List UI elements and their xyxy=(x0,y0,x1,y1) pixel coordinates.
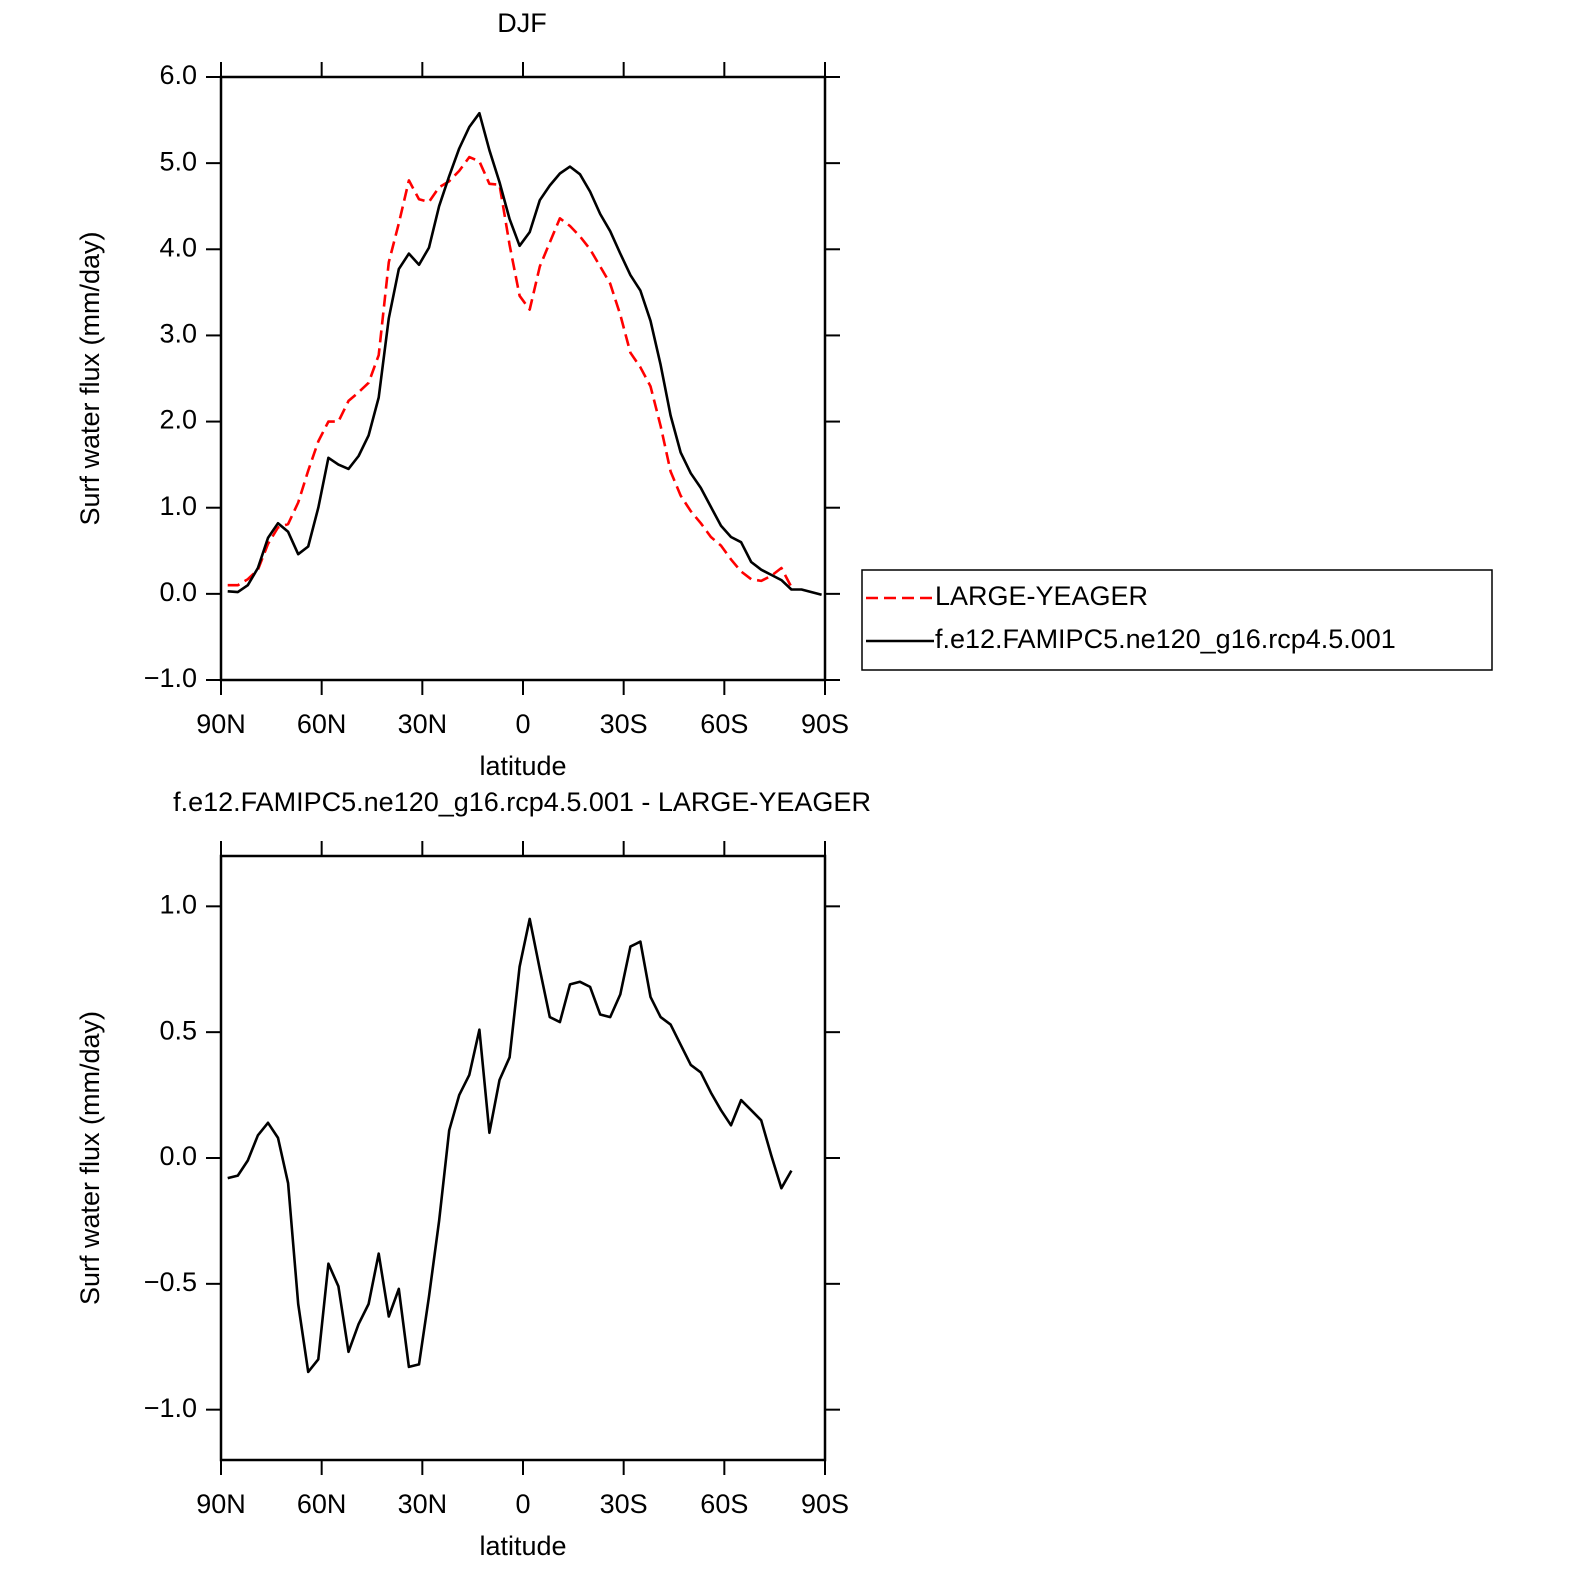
y-tick-label: 6.0 xyxy=(159,60,197,90)
legend-box xyxy=(861,569,1493,671)
plot-frame xyxy=(219,75,827,682)
y-tick-label: 3.0 xyxy=(159,319,197,349)
x-tick-label: 30S xyxy=(600,1489,648,1519)
x-tick-label: 90S xyxy=(801,1489,849,1519)
y-tick-label: 2.0 xyxy=(159,405,197,435)
legend-label: f.e12.FAMIPC5.ne120_g16.rcp4.5.001 xyxy=(935,624,1396,654)
x-tick-label: 60S xyxy=(700,1489,748,1519)
y-axis-label: Surf water flux (mm/day) xyxy=(75,1011,105,1305)
y-tick-label: 1.0 xyxy=(159,491,197,521)
data-line xyxy=(227,155,793,588)
chart-title: DJF xyxy=(497,8,547,38)
y-tick-label: −1.0 xyxy=(144,663,197,693)
y-tick-label: −0.5 xyxy=(144,1267,197,1297)
x-tick-label: 60S xyxy=(700,709,748,739)
y-tick-label: 1.0 xyxy=(159,889,197,919)
legend-label: LARGE-YEAGER xyxy=(935,581,1148,611)
x-axis-label: latitude xyxy=(479,1531,566,1561)
plot-frame xyxy=(219,854,827,1462)
y-tick-label: 5.0 xyxy=(159,146,197,176)
y-tick-label: 0.5 xyxy=(159,1015,197,1045)
x-tick-label: 90S xyxy=(801,709,849,739)
x-tick-label: 60N xyxy=(297,709,347,739)
chart-title: f.e12.FAMIPC5.ne120_g16.rcp4.5.001 - LAR… xyxy=(173,787,871,817)
x-tick-label: 0 xyxy=(515,709,530,739)
y-tick-label: 4.0 xyxy=(159,232,197,262)
x-tick-label: 30S xyxy=(600,709,648,739)
x-tick-label: 60N xyxy=(297,1489,347,1519)
x-tick-label: 90N xyxy=(196,709,246,739)
y-tick-label: 0.0 xyxy=(159,1141,197,1171)
x-tick-label: 30N xyxy=(398,709,448,739)
x-axis-label: latitude xyxy=(479,751,566,781)
y-axis-label: Surf water flux (mm/day) xyxy=(75,231,105,525)
x-tick-label: 90N xyxy=(196,1489,246,1519)
y-tick-label: 0.0 xyxy=(159,577,197,607)
x-tick-label: 30N xyxy=(398,1489,448,1519)
y-tick-label: −1.0 xyxy=(144,1393,197,1423)
data-line xyxy=(227,917,793,1374)
data-line xyxy=(227,111,822,596)
x-tick-label: 0 xyxy=(515,1489,530,1519)
